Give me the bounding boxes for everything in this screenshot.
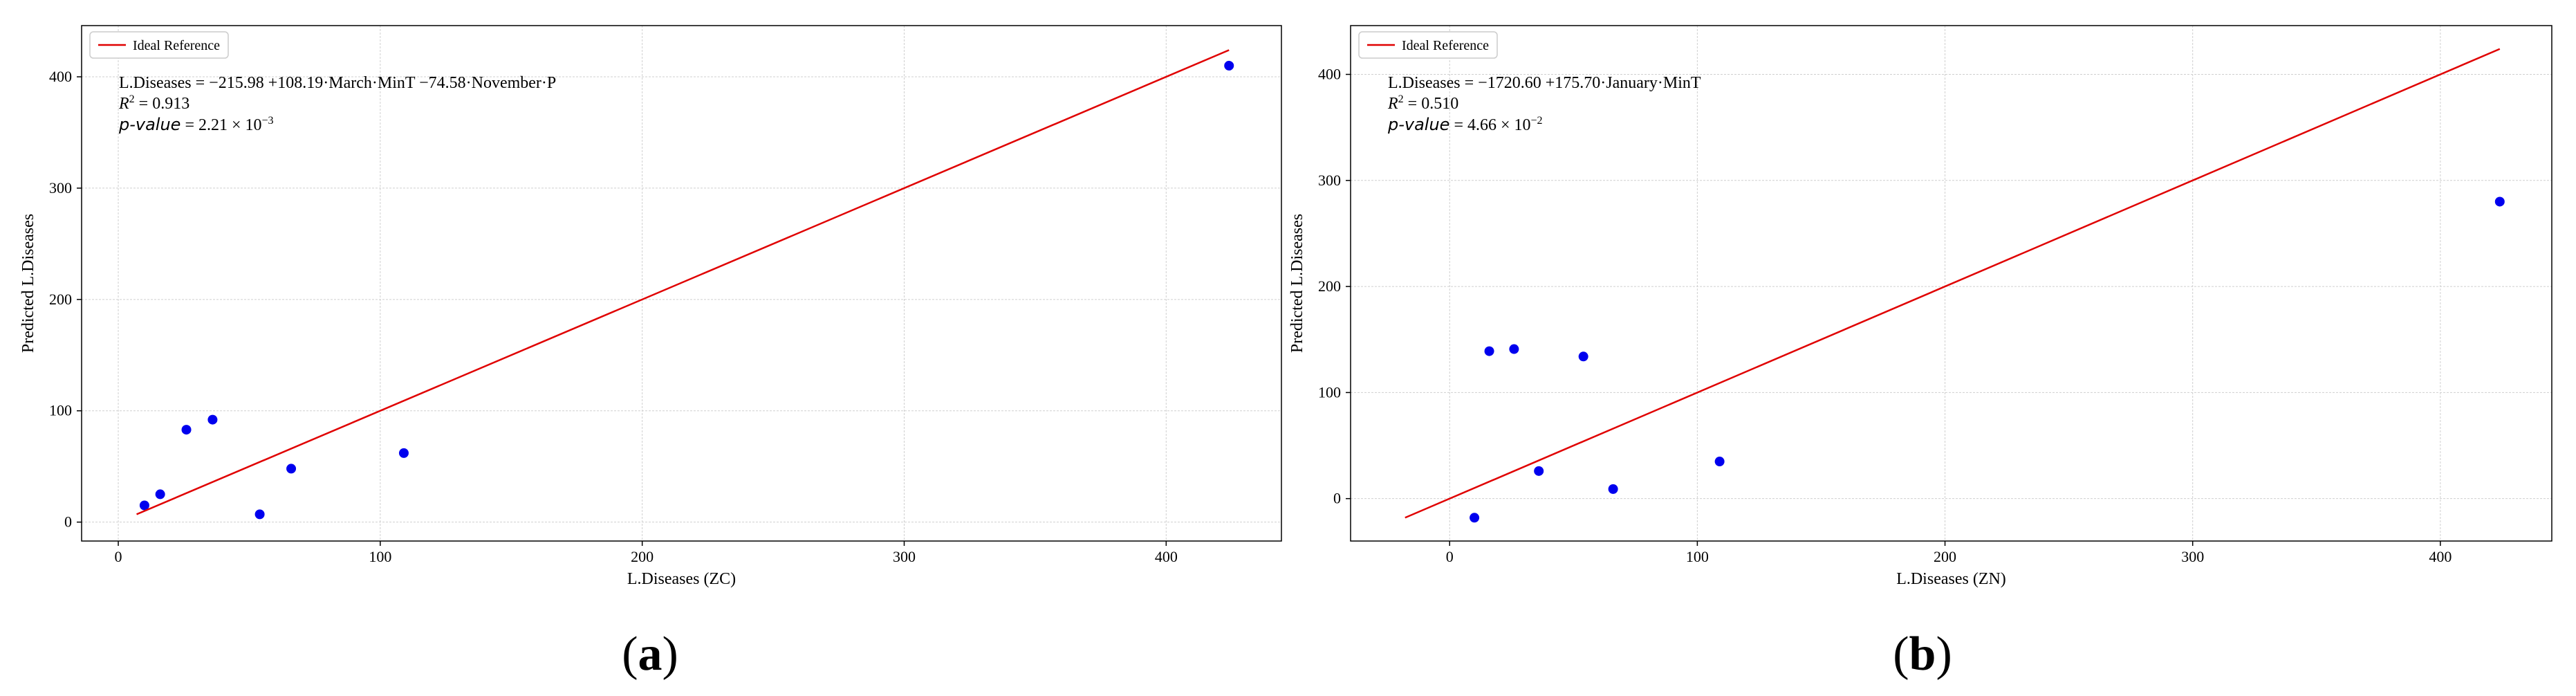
panel-label-b-open: ( xyxy=(1893,628,1909,681)
data-point-5 xyxy=(1608,484,1618,494)
r-squared-exponent: 2 xyxy=(129,93,135,105)
panel-label-a-letter: a xyxy=(638,628,662,681)
legend: Ideal Reference xyxy=(89,31,229,59)
regression-equation: L.Diseases = −215.98 +108.19·March·MinT … xyxy=(119,74,556,92)
r-squared-value: = 0.913 xyxy=(135,95,190,113)
legend-label: Ideal Reference xyxy=(1402,38,1489,53)
regression-annotation: L.Diseases = −215.98 +108.19·March·MinT … xyxy=(118,74,556,134)
data-point-1 xyxy=(1484,346,1494,356)
p-value-exponent: −2 xyxy=(1531,115,1543,127)
data-point-1 xyxy=(155,489,165,500)
panel-label-b-letter: b xyxy=(1909,628,1936,681)
p-value-mantissa: = 4.66 × 10 xyxy=(1449,116,1530,134)
x-tick-label: 0 xyxy=(115,548,122,565)
x-tick-label: 0 xyxy=(1446,548,1454,565)
data-point-3 xyxy=(1534,466,1544,476)
x-tick-label: 300 xyxy=(2181,548,2204,565)
y-tick-label: 300 xyxy=(1318,172,1341,189)
panel-label-a-open: ( xyxy=(622,628,638,681)
x-tick-label: 100 xyxy=(369,548,391,565)
y-tick-label: 200 xyxy=(49,291,72,308)
plot-frame xyxy=(81,25,1282,542)
panel-label-a-close: ) xyxy=(662,628,678,681)
p-value-exponent: −3 xyxy=(262,115,274,127)
p-value: p-value = 2.21 × 10−3 xyxy=(118,115,274,134)
p-value-mantissa: = 2.21 × 10 xyxy=(180,116,261,134)
data-point-4 xyxy=(1578,351,1588,362)
r-squared-symbol: R xyxy=(1387,95,1398,113)
y-tick-label: 300 xyxy=(49,179,72,196)
x-tick-label: 200 xyxy=(1934,548,1956,565)
p-value: p-value = 4.66 × 10−2 xyxy=(1387,115,1543,134)
ideal-reference-line xyxy=(1405,48,2501,519)
plot-frame xyxy=(1350,25,2552,542)
x-tick-label: 100 xyxy=(1686,548,1709,565)
regression-annotation: L.Diseases = −1720.60 +175.70·January·Mi… xyxy=(1387,74,1701,134)
data-point-6 xyxy=(398,448,409,458)
r-squared-exponent: 2 xyxy=(1398,93,1404,105)
data-point-0 xyxy=(139,500,149,511)
legend-box xyxy=(89,31,229,59)
y-axis-label: Predicted L.Diseases xyxy=(1288,214,1306,353)
y-tick-label: 100 xyxy=(49,402,72,419)
p-value-symbol: p-value xyxy=(118,115,180,134)
y-tick-label: 100 xyxy=(1318,383,1341,401)
legend: Ideal Reference xyxy=(1358,31,1498,59)
panel-label-b: (b) xyxy=(1893,628,1952,681)
panel-label-b-close: ) xyxy=(1936,628,1952,681)
data-point-2 xyxy=(1509,344,1519,354)
panel-label-a: (a) xyxy=(622,628,678,681)
data-point-5 xyxy=(286,464,297,474)
data-point-4 xyxy=(254,509,265,520)
r-squared: R2 = 0.913 xyxy=(118,93,189,113)
x-axis-label: L.Diseases (ZC) xyxy=(627,570,736,588)
y-tick-label: 0 xyxy=(64,513,72,531)
x-tick-label: 200 xyxy=(631,548,654,565)
ideal-reference-line xyxy=(136,49,1230,515)
p-value-symbol: p-value xyxy=(1387,115,1449,134)
y-tick-label: 200 xyxy=(1318,277,1341,295)
legend-label: Ideal Reference xyxy=(133,38,220,53)
x-tick-label: 400 xyxy=(2429,548,2452,565)
r-squared-symbol: R xyxy=(118,95,129,113)
r-squared-value: = 0.510 xyxy=(1404,95,1459,113)
data-point-6 xyxy=(1714,457,1725,467)
regression-equation: L.Diseases = −1720.60 +175.70·January·Mi… xyxy=(1388,74,1701,92)
y-tick-label: 400 xyxy=(1318,66,1341,83)
r-squared: R2 = 0.510 xyxy=(1387,93,1458,113)
data-point-3 xyxy=(207,414,218,425)
data-point-2 xyxy=(181,425,192,435)
y-axis-label: Predicted L.Diseases xyxy=(19,214,37,353)
x-tick-label: 400 xyxy=(1155,548,1178,565)
y-tick-label: 400 xyxy=(49,68,72,85)
data-point-7 xyxy=(2494,196,2505,207)
x-tick-label: 300 xyxy=(893,548,916,565)
data-point-0 xyxy=(1470,513,1480,523)
legend-box xyxy=(1358,31,1498,59)
data-point-7 xyxy=(1224,60,1234,71)
chart-panel-a: 0 100 200 300 400 0 100 200 300 400 L.Diseases (ZC… xyxy=(19,25,1282,588)
x-axis-label: L.Diseases (ZN) xyxy=(1896,570,2006,588)
chart-panel-b: 0 100 200 300 400 0 100 200 300 400 L.Diseases (ZN… xyxy=(1288,25,2552,588)
y-tick-label: 0 xyxy=(1333,490,1341,507)
